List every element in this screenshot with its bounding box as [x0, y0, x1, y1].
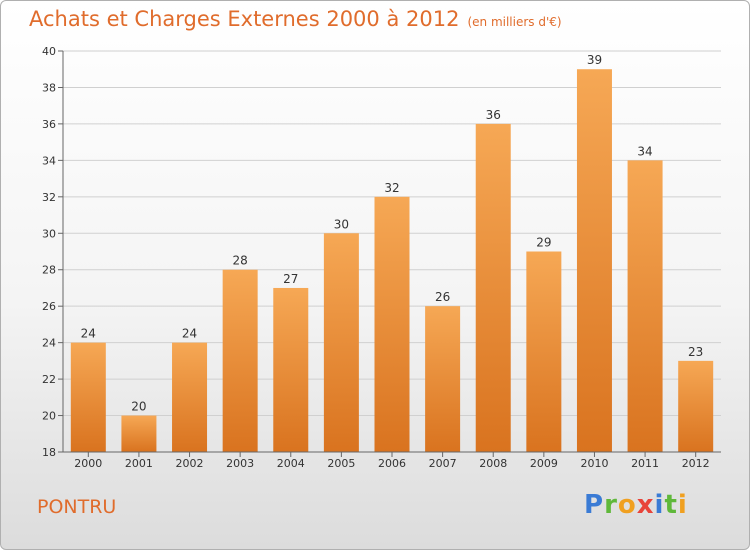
bar-value-label: 29: [536, 236, 551, 250]
x-tick-label: 2002: [176, 457, 204, 470]
bar: [273, 287, 309, 452]
y-tick-label: 30: [42, 227, 56, 240]
y-tick-label: 28: [42, 264, 56, 277]
bar-value-label: 27: [283, 272, 298, 286]
bar-value-label: 34: [637, 144, 652, 158]
y-tick-label: 24: [42, 337, 56, 350]
x-tick-label: 2005: [327, 457, 355, 470]
y-tick-label: 38: [42, 81, 56, 94]
proxiti-logo: Proxiti: [584, 490, 688, 520]
x-tick-label: 2001: [125, 457, 153, 470]
logo-letter: i: [654, 490, 665, 520]
bar-value-label: 30: [334, 217, 349, 231]
bar: [121, 415, 157, 452]
x-tick-label: 2006: [378, 457, 406, 470]
bar: [526, 251, 562, 452]
y-tick-label: 22: [42, 373, 56, 386]
bars: 24 20 24 28 27 30 32 26 36 29 39 34 23: [70, 53, 714, 453]
x-tick-label: 2007: [429, 457, 457, 470]
chart-title-text: Achats et Charges Externes 2000 à 2012: [29, 7, 460, 31]
bar-value-label: 24: [81, 327, 96, 341]
y-tick-label: 36: [42, 118, 56, 131]
x-tick-label: 2009: [530, 457, 558, 470]
x-tick-label: 2011: [631, 457, 659, 470]
y-tick-label: 34: [42, 154, 56, 167]
bar-value-label: 26: [435, 290, 450, 304]
bar-value-label: 36: [486, 108, 501, 122]
chart-subtitle: (en milliers d'€): [467, 15, 562, 29]
bar: [678, 360, 714, 452]
y-tick-label: 40: [42, 45, 56, 58]
bar: [323, 233, 359, 452]
bar: [374, 196, 410, 452]
x-tick-label: 2004: [277, 457, 305, 470]
bar-value-label: 23: [688, 345, 703, 359]
bar: [576, 69, 612, 453]
y-tick-label: 18: [42, 446, 56, 459]
logo-letter: o: [617, 490, 637, 520]
bar-value-label: 32: [384, 181, 399, 195]
bar-value-label: 20: [131, 400, 146, 414]
x-tick-label: 2012: [682, 457, 710, 470]
x-tick-label: 2010: [580, 457, 608, 470]
bar: [222, 269, 258, 452]
bar: [425, 306, 461, 452]
logo-letter: t: [664, 490, 678, 520]
bar-value-label: 39: [587, 53, 602, 67]
bar-value-label: 24: [182, 327, 197, 341]
logo-letter: P: [584, 490, 605, 520]
place-name: PONTRU: [37, 496, 117, 518]
bar: [70, 342, 106, 452]
logo-letter: i: [677, 490, 688, 520]
bar: [627, 160, 663, 452]
chart-title: Achats et Charges Externes 2000 à 2012 (e…: [29, 7, 562, 31]
logo-letter: r: [604, 490, 618, 520]
bar: [172, 342, 208, 452]
y-tick-label: 26: [42, 300, 56, 313]
x-tick-label: 2000: [74, 457, 102, 470]
x-tick-label: 2003: [226, 457, 254, 470]
logo-letter: x: [636, 490, 655, 520]
bar-value-label: 28: [233, 254, 248, 268]
bar: [475, 123, 511, 452]
x-tick-label: 2008: [479, 457, 507, 470]
axes: 18 20 22 24 26 28 30 32 34 36 38 40 2000 2001 2002 2003…: [42, 45, 721, 470]
y-tick-label: 20: [42, 410, 56, 423]
y-tick-label: 32: [42, 191, 56, 204]
